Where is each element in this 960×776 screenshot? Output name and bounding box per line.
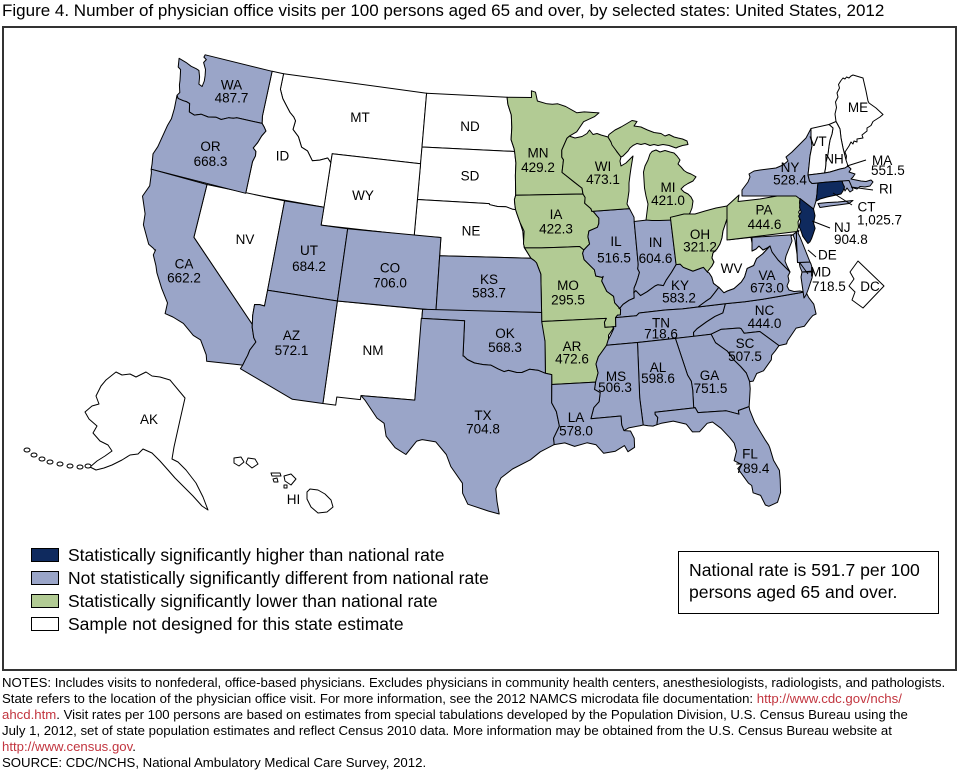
svg-text:OR: OR: [200, 139, 221, 154]
svg-text:904.8: 904.8: [834, 232, 868, 247]
svg-text:MI: MI: [661, 180, 676, 195]
svg-text:HI: HI: [287, 492, 301, 507]
svg-text:NC: NC: [755, 303, 775, 318]
svg-text:SC: SC: [736, 336, 755, 351]
svg-text:TX: TX: [474, 408, 491, 423]
svg-text:NJ: NJ: [834, 220, 851, 235]
svg-text:507.5: 507.5: [728, 349, 762, 364]
svg-text:472.6: 472.6: [555, 352, 589, 367]
svg-text:506.3: 506.3: [598, 380, 632, 395]
svg-text:VT: VT: [809, 134, 826, 149]
svg-text:ME: ME: [848, 100, 868, 115]
svg-text:421.0: 421.0: [651, 193, 685, 208]
svg-text:KY: KY: [671, 278, 689, 293]
svg-text:668.3: 668.3: [194, 154, 228, 169]
svg-text:MO: MO: [557, 278, 579, 293]
svg-text:718.6: 718.6: [644, 327, 678, 342]
svg-text:MA: MA: [872, 153, 892, 168]
svg-text:AL: AL: [650, 360, 667, 375]
svg-text:718.5: 718.5: [812, 279, 846, 294]
svg-text:NY: NY: [781, 160, 800, 175]
svg-text:WY: WY: [352, 188, 374, 203]
svg-text:422.3: 422.3: [539, 222, 573, 237]
svg-text:KS: KS: [480, 272, 498, 287]
svg-text:572.1: 572.1: [275, 343, 309, 358]
svg-text:583.7: 583.7: [472, 286, 506, 301]
svg-text:WA: WA: [221, 78, 242, 93]
svg-text:706.0: 706.0: [373, 276, 407, 291]
svg-text:321.2: 321.2: [683, 240, 717, 255]
svg-text:LA: LA: [568, 410, 585, 425]
svg-text:GA: GA: [700, 368, 720, 383]
svg-text:NE: NE: [462, 224, 481, 239]
svg-text:WI: WI: [595, 159, 612, 174]
svg-text:MD: MD: [810, 265, 831, 280]
svg-text:IL: IL: [610, 234, 622, 249]
svg-text:NM: NM: [363, 343, 384, 358]
svg-text:NV: NV: [236, 232, 255, 247]
svg-text:598.6: 598.6: [641, 371, 675, 386]
svg-text:ND: ND: [460, 119, 480, 134]
svg-text:CA: CA: [175, 257, 194, 272]
svg-text:662.2: 662.2: [167, 271, 201, 286]
svg-text:487.7: 487.7: [215, 91, 249, 106]
svg-text:444.0: 444.0: [748, 316, 782, 331]
svg-text:751.5: 751.5: [694, 381, 728, 396]
svg-text:AR: AR: [563, 339, 582, 354]
svg-text:ID: ID: [276, 149, 290, 164]
svg-text:MT: MT: [350, 110, 370, 125]
svg-text:IN: IN: [649, 235, 663, 250]
svg-text:1,025.7: 1,025.7: [857, 213, 902, 228]
svg-text:444.6: 444.6: [748, 217, 782, 232]
svg-text:429.2: 429.2: [521, 160, 555, 175]
svg-text:673.0: 673.0: [750, 281, 784, 296]
svg-text:516.5: 516.5: [597, 251, 631, 266]
svg-text:528.4: 528.4: [773, 173, 807, 188]
svg-text:704.8: 704.8: [466, 422, 500, 437]
svg-text:578.0: 578.0: [559, 424, 593, 439]
svg-text:CO: CO: [380, 261, 400, 276]
svg-text:VA: VA: [758, 268, 775, 283]
svg-text:NH: NH: [824, 152, 844, 167]
svg-text:OH: OH: [690, 227, 710, 242]
svg-text:FL: FL: [742, 447, 758, 462]
svg-text:604.6: 604.6: [639, 251, 673, 266]
svg-text:OK: OK: [495, 326, 515, 341]
svg-text:AK: AK: [140, 412, 158, 427]
svg-text:568.3: 568.3: [488, 340, 522, 355]
svg-text:DE: DE: [818, 248, 837, 263]
svg-text:UT: UT: [300, 243, 318, 258]
svg-text:RI: RI: [879, 182, 893, 197]
svg-text:DC: DC: [860, 279, 880, 294]
svg-text:551.5: 551.5: [871, 163, 905, 178]
svg-text:473.1: 473.1: [586, 172, 620, 187]
svg-text:CT: CT: [858, 200, 876, 215]
svg-text:PA: PA: [755, 203, 772, 218]
svg-text:684.2: 684.2: [292, 259, 326, 274]
svg-text:295.5: 295.5: [551, 293, 585, 308]
svg-text:SD: SD: [461, 169, 480, 184]
svg-text:IA: IA: [550, 207, 563, 222]
svg-text:MS: MS: [606, 369, 626, 384]
svg-text:MN: MN: [528, 146, 549, 161]
svg-text:789.4: 789.4: [736, 461, 770, 476]
svg-text:WV: WV: [721, 261, 743, 276]
svg-text:583.2: 583.2: [662, 291, 696, 306]
svg-text:AZ: AZ: [283, 328, 300, 343]
svg-text:TN: TN: [652, 316, 670, 331]
